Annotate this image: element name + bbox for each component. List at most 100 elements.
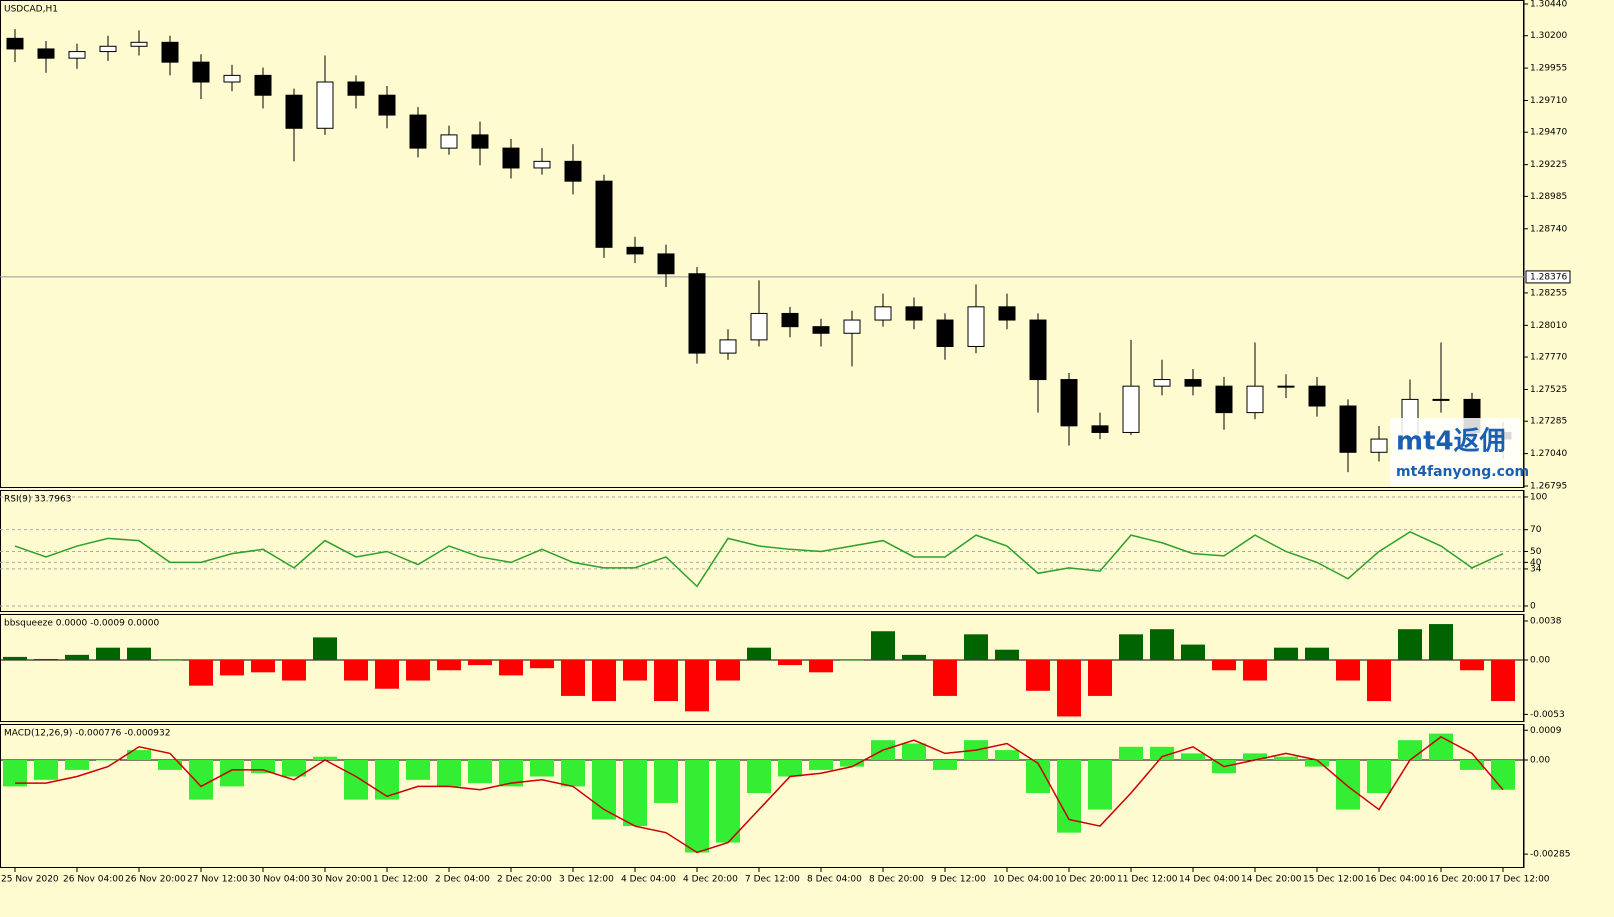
histogram-bar: [592, 760, 616, 820]
histogram-bar: [220, 659, 244, 676]
histogram-bar: [96, 760, 120, 761]
histogram-bar: [1243, 659, 1267, 681]
y-tick-label: 1.28985: [1530, 192, 1567, 202]
watermark-box: [1390, 418, 1522, 486]
histogram-bar: [344, 760, 368, 800]
histogram-bar: [1088, 760, 1112, 810]
candle-body: [1277, 385, 1295, 388]
x-tick-label: 30 Nov 04:00: [249, 875, 310, 885]
x-tick-label: 14 Dec 04:00: [1179, 875, 1240, 885]
y-tick-label: -0.0053: [1530, 710, 1565, 720]
histogram-bar: [1305, 760, 1329, 767]
y-tick-label: 1.27525: [1530, 385, 1567, 395]
histogram-bar: [251, 760, 275, 774]
candle-body: [223, 74, 241, 83]
histogram-bar: [995, 750, 1019, 760]
histogram-bar: [1026, 760, 1050, 794]
histogram-bar: [1119, 746, 1143, 760]
candle-body: [1370, 438, 1388, 453]
candle-body: [1215, 385, 1233, 414]
histogram-bar: [1460, 659, 1484, 671]
histogram-bar: [1274, 756, 1298, 760]
candle-body: [254, 74, 272, 96]
x-tick-label: 25 Nov 2020: [1, 875, 59, 885]
histogram-bar: [34, 760, 58, 780]
histogram-bar: [127, 750, 151, 760]
histogram-bar: [592, 659, 616, 702]
x-tick-label: 16 Dec 20:00: [1427, 875, 1488, 885]
histogram-bar: [65, 654, 89, 660]
histogram-bar: [561, 760, 585, 787]
y-tick-label: 1.30200: [1530, 31, 1567, 41]
x-tick-label: 14 Dec 20:00: [1241, 875, 1302, 885]
histogram-bar: [1181, 753, 1205, 760]
histogram-bar: [871, 631, 895, 660]
x-tick-label: 1 Dec 12:00: [373, 875, 428, 885]
candle-body: [440, 134, 458, 149]
y-tick-label: 1.26795: [1530, 482, 1567, 492]
histogram-bar: [96, 647, 120, 660]
x-tick-label: 16 Dec 04:00: [1365, 875, 1426, 885]
y-tick-label: 1.29225: [1530, 160, 1567, 170]
y-tick-label: 1.28740: [1530, 224, 1567, 234]
histogram-bar: [1336, 659, 1360, 681]
x-tick-label: 17 Dec 12:00: [1489, 875, 1550, 885]
candle-body: [595, 180, 613, 248]
candle-body: [502, 147, 520, 169]
x-tick-label: 30 Nov 20:00: [311, 875, 372, 885]
candle-body: [161, 41, 179, 63]
histogram-bar: [1212, 659, 1236, 671]
histogram-bar: [282, 760, 306, 777]
histogram-bar: [1429, 624, 1453, 660]
y-tick-label: 1.29470: [1530, 128, 1567, 138]
histogram-bar: [654, 659, 678, 702]
x-tick-label: 27 Nov 12:00: [187, 875, 248, 885]
histogram-bar: [809, 760, 833, 770]
y-tick-label: 0: [1530, 602, 1536, 612]
candle-body: [1339, 405, 1357, 453]
histogram-bar: [654, 760, 678, 803]
histogram-bar: [1305, 647, 1329, 660]
x-tick-label: 15 Dec 12:00: [1303, 875, 1364, 885]
candle-body: [99, 45, 117, 53]
y-tick-label: 1.27770: [1530, 353, 1567, 363]
histogram-bar: [995, 649, 1019, 660]
histogram-bar: [1491, 760, 1515, 790]
y-tick-label: 1.27285: [1530, 417, 1567, 427]
panel-title: RSI(9) 33.7963: [4, 495, 71, 505]
histogram-bar: [933, 659, 957, 696]
candle-body: [688, 273, 706, 354]
histogram-bar: [747, 760, 771, 794]
x-tick-label: 9 Dec 12:00: [931, 875, 986, 885]
histogram-bar: [747, 647, 771, 660]
candle-body: [1029, 319, 1047, 381]
candle-body: [130, 41, 148, 47]
histogram-bar: [1057, 659, 1081, 717]
y-tick-label: 1.28255: [1530, 288, 1567, 298]
y-tick-label: 50: [1530, 547, 1542, 557]
x-tick-label: 4 Dec 20:00: [683, 875, 738, 885]
histogram-bar: [1398, 629, 1422, 660]
x-tick-label: 11 Dec 12:00: [1117, 875, 1178, 885]
histogram-bar: [778, 659, 802, 666]
candle-body: [1091, 425, 1109, 433]
histogram-bar: [623, 760, 647, 827]
candle-body: [409, 114, 427, 149]
histogram-bar: [1274, 647, 1298, 660]
histogram-bar: [902, 743, 926, 760]
histogram-bar: [1119, 634, 1143, 660]
candle-body: [812, 326, 830, 334]
histogram-bar: [437, 760, 461, 787]
histogram-bar: [716, 760, 740, 843]
histogram-bar: [1429, 733, 1453, 760]
histogram-bar: [499, 659, 523, 676]
candle-body: [626, 246, 644, 255]
candle-body: [1153, 379, 1171, 387]
histogram-bar: [158, 659, 182, 661]
candle-body: [285, 94, 303, 129]
histogram-bar: [809, 659, 833, 673]
x-tick-label: 2 Dec 04:00: [435, 875, 490, 885]
histogram-bar: [3, 760, 27, 787]
candle-body: [378, 94, 396, 116]
